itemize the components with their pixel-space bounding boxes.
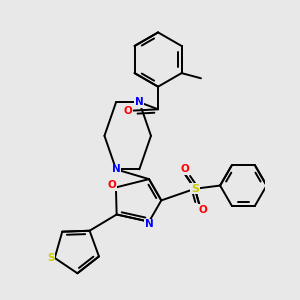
- Text: O: O: [124, 106, 133, 116]
- Text: N: N: [135, 97, 144, 107]
- Text: N: N: [112, 164, 121, 174]
- Text: S: S: [191, 184, 199, 194]
- Text: O: O: [181, 164, 190, 174]
- Text: O: O: [198, 205, 207, 215]
- Text: S: S: [47, 253, 55, 263]
- Text: O: O: [108, 180, 116, 190]
- Text: N: N: [145, 219, 153, 229]
